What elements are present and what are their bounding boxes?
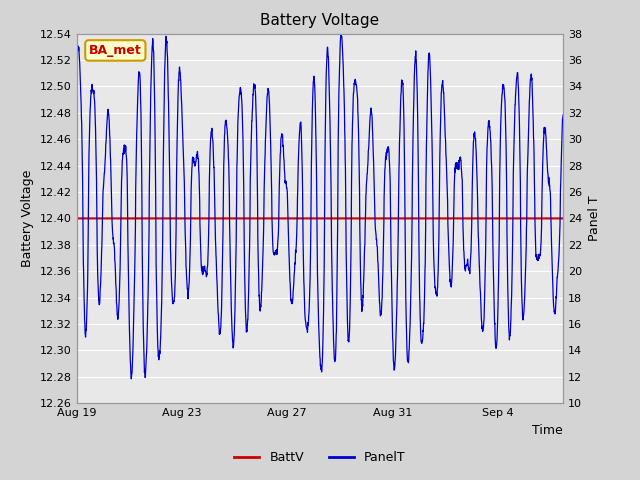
Y-axis label: Battery Voltage: Battery Voltage — [21, 170, 35, 267]
Title: Battery Voltage: Battery Voltage — [260, 13, 380, 28]
Text: BA_met: BA_met — [89, 44, 141, 57]
Legend: BattV, PanelT: BattV, PanelT — [229, 446, 411, 469]
Y-axis label: Panel T: Panel T — [588, 195, 601, 241]
X-axis label: Time: Time — [532, 424, 563, 437]
